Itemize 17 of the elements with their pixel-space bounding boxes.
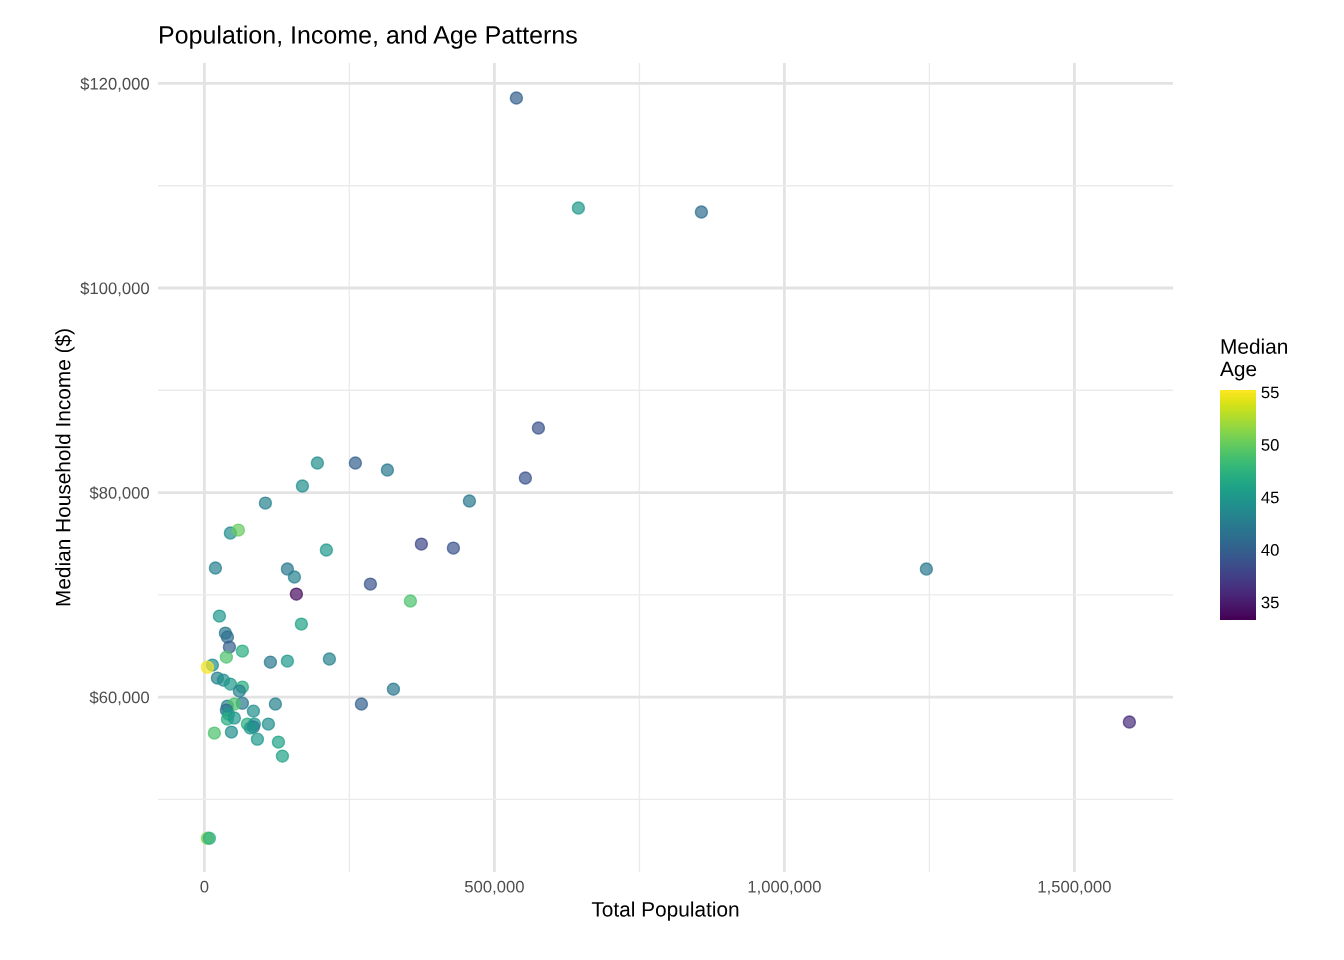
y-axis-title: Median Household Income ($)	[54, 329, 75, 606]
x-tick-label: 0	[200, 880, 209, 893]
color-bar-title: Median Age	[1220, 338, 1287, 381]
x-tick-label: 1,000,000	[748, 880, 821, 895]
chart-title: Population, Income, and Age Patterns	[160, 25, 577, 49]
y-tick-label: $120,000	[80, 77, 150, 92]
x-tick-label: 1,500,000	[1038, 880, 1111, 895]
color-bar-label: 35	[1261, 596, 1279, 609]
color-bar-label: 50	[1261, 439, 1279, 451]
x-tick-label: 500,000	[464, 880, 524, 895]
y-tick-label: $80,000	[89, 486, 150, 501]
y-tick-label: $100,000	[80, 281, 150, 297]
x-axis-title: Total Population	[591, 901, 739, 921]
color-bar-label: 40	[1261, 544, 1279, 556]
color-bar-label: 55	[1261, 386, 1279, 399]
color-bar-label: 45	[1261, 491, 1279, 504]
y-tick-label: $60,000	[89, 690, 150, 706]
